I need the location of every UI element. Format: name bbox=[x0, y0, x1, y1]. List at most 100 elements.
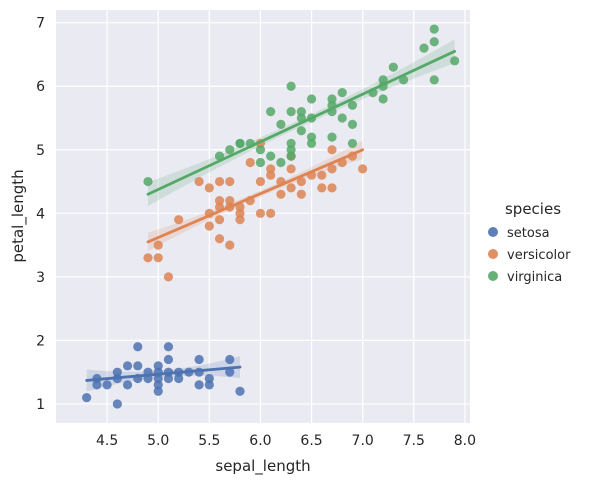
point-setosa bbox=[122, 380, 133, 390]
point-setosa bbox=[194, 354, 204, 365]
point-setosa bbox=[153, 373, 163, 384]
point-versicolor bbox=[327, 183, 337, 193]
x-axis-label: sepal_length bbox=[215, 457, 310, 476]
x-tick-label: 4.5 bbox=[96, 433, 118, 449]
point-setosa bbox=[102, 380, 112, 390]
point-versicolor bbox=[225, 196, 235, 206]
point-setosa bbox=[112, 367, 122, 377]
point-virginica bbox=[276, 119, 286, 129]
x-tick-label: 5.5 bbox=[198, 433, 220, 449]
regression-lines bbox=[85, 49, 457, 382]
y-axis-label: petal_length bbox=[9, 169, 28, 262]
point-virginica bbox=[235, 138, 245, 149]
point-versicolor bbox=[214, 234, 225, 244]
point-setosa bbox=[82, 392, 92, 403]
y-tick-label: 1 bbox=[36, 397, 45, 413]
point-virginica bbox=[306, 132, 317, 142]
point-virginica bbox=[286, 145, 296, 155]
point-versicolor bbox=[153, 240, 163, 250]
point-versicolor bbox=[255, 208, 266, 218]
point-virginica bbox=[286, 107, 296, 117]
y-tick-labels: 1 2 3 4 5 6 7 bbox=[36, 16, 45, 413]
point-setosa bbox=[204, 380, 214, 390]
point-virginica bbox=[225, 145, 235, 155]
point-versicolor bbox=[286, 183, 296, 193]
point-versicolor bbox=[214, 196, 225, 206]
legend-marker-virginica bbox=[488, 271, 498, 281]
point-virginica bbox=[296, 126, 306, 136]
legend-marker-setosa bbox=[488, 227, 498, 237]
point-setosa bbox=[235, 386, 245, 396]
y-tick-label: 2 bbox=[36, 333, 45, 349]
point-virginica bbox=[143, 176, 153, 187]
point-versicolor bbox=[266, 208, 276, 218]
point-setosa bbox=[92, 380, 102, 390]
point-virginica bbox=[337, 88, 347, 98]
y-tick-label: 7 bbox=[36, 16, 45, 32]
point-virginica bbox=[276, 157, 286, 168]
point-virginica bbox=[347, 100, 358, 110]
point-setosa bbox=[122, 361, 133, 371]
x-tick-labels: 4.5 5.0 5.5 6.0 6.5 7.0 7.5 8.0 bbox=[96, 433, 476, 449]
point-setosa bbox=[225, 367, 235, 377]
regression-line-setosa bbox=[85, 365, 242, 382]
point-virginica bbox=[306, 94, 317, 104]
point-setosa bbox=[194, 380, 204, 390]
point-virginica bbox=[347, 138, 358, 149]
point-versicolor bbox=[296, 189, 306, 199]
legend-label-setosa: setosa bbox=[507, 226, 550, 241]
point-versicolor bbox=[143, 253, 153, 263]
point-setosa bbox=[163, 373, 174, 384]
x-tick-label: 6.0 bbox=[249, 433, 271, 449]
point-versicolor bbox=[358, 164, 368, 174]
point-setosa bbox=[153, 380, 163, 390]
point-setosa bbox=[133, 361, 143, 371]
legend-label-versicolor: versicolor bbox=[507, 248, 571, 263]
y-tick-label: 6 bbox=[36, 79, 45, 95]
point-setosa bbox=[153, 386, 163, 396]
point-versicolor bbox=[214, 176, 225, 187]
point-virginica bbox=[266, 107, 276, 117]
y-tick-label: 3 bbox=[36, 270, 45, 286]
legend-title: species bbox=[505, 200, 561, 218]
point-setosa bbox=[133, 342, 143, 352]
point-virginica bbox=[286, 81, 296, 91]
point-virginica bbox=[255, 145, 266, 155]
point-versicolor bbox=[194, 176, 204, 187]
point-virginica bbox=[429, 75, 439, 85]
point-virginica bbox=[286, 138, 296, 149]
legend-label-virginica: virginica bbox=[507, 270, 562, 285]
point-versicolor bbox=[214, 215, 225, 225]
point-versicolor bbox=[225, 240, 235, 250]
point-versicolor bbox=[276, 189, 286, 199]
point-virginica bbox=[255, 157, 266, 168]
point-virginica bbox=[419, 43, 429, 53]
regression-line-versicolor bbox=[146, 148, 365, 244]
point-virginica bbox=[327, 132, 337, 142]
point-virginica bbox=[306, 138, 317, 149]
point-virginica bbox=[296, 107, 306, 117]
point-setosa bbox=[153, 361, 163, 371]
point-virginica bbox=[378, 94, 388, 104]
point-setosa bbox=[112, 399, 122, 409]
point-setosa bbox=[174, 373, 184, 384]
point-versicolor bbox=[235, 208, 245, 218]
point-versicolor bbox=[317, 170, 327, 180]
point-versicolor bbox=[204, 183, 214, 193]
x-tick-label: 6.5 bbox=[300, 433, 322, 449]
y-tick-label: 4 bbox=[36, 206, 45, 222]
legend-marker-versicolor bbox=[488, 249, 498, 259]
point-versicolor bbox=[296, 176, 306, 187]
point-virginica bbox=[286, 151, 296, 161]
x-tick-label: 5.0 bbox=[147, 433, 169, 449]
x-tick-label: 8.0 bbox=[454, 433, 476, 449]
point-versicolor bbox=[174, 215, 184, 225]
point-virginica bbox=[388, 62, 398, 72]
x-tick-label: 7.0 bbox=[352, 433, 374, 449]
point-versicolor bbox=[163, 272, 174, 282]
point-versicolor bbox=[327, 145, 337, 155]
point-virginica bbox=[347, 119, 358, 129]
point-virginica bbox=[337, 113, 347, 123]
point-setosa bbox=[225, 354, 235, 365]
